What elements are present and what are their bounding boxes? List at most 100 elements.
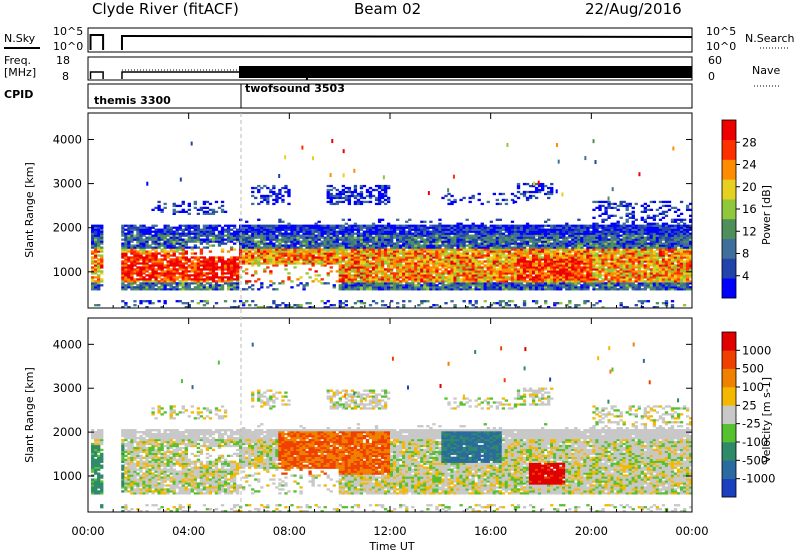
power-cell (257, 202, 261, 206)
power-cell (513, 264, 518, 267)
power-cell (269, 240, 273, 243)
power-cell (513, 248, 518, 251)
power-cell (450, 194, 454, 198)
power-cell (495, 254, 500, 257)
power-cell (396, 306, 400, 309)
power-cell (377, 226, 382, 229)
power-cell (510, 236, 515, 239)
power-cell (583, 228, 587, 231)
power-cell (441, 276, 445, 279)
power-cell (217, 224, 222, 227)
power-cell (272, 250, 276, 253)
power-cell (386, 232, 391, 235)
power-cell (468, 268, 472, 271)
power-cell (380, 276, 385, 279)
power-cell (169, 264, 173, 267)
power-cell (266, 196, 270, 200)
power-cell (577, 244, 581, 247)
power-cell (489, 280, 493, 283)
power-cell (492, 268, 496, 271)
power-cell (550, 246, 554, 249)
power-cell (444, 194, 448, 198)
power-cell (396, 266, 400, 269)
power-cell (522, 182, 527, 186)
power-cell (399, 230, 403, 233)
power-cell (163, 276, 167, 279)
power-cell (374, 288, 379, 291)
power-cell (94, 280, 98, 283)
power-cell (314, 228, 318, 231)
power-cell (353, 262, 358, 265)
power-cell (229, 246, 234, 249)
power-cell (223, 280, 228, 283)
power-cell (263, 240, 267, 243)
power-cell (91, 252, 95, 255)
power-cell (462, 278, 466, 281)
power-cell (374, 244, 379, 247)
power-cell (577, 274, 581, 277)
power-cell (547, 244, 551, 247)
power-cell (275, 226, 279, 229)
power-cell (435, 240, 439, 243)
power-cell (486, 252, 490, 255)
nsky-label: N.Sky (4, 32, 36, 45)
power-cell (296, 260, 300, 263)
power-cell (432, 242, 436, 245)
power-cell (235, 280, 240, 283)
power-cell (498, 240, 503, 243)
power-cell (396, 226, 400, 229)
power-cell (148, 236, 152, 239)
power-cell (175, 234, 179, 237)
power-cell (420, 284, 424, 287)
power-cell (344, 242, 349, 245)
power-cell (299, 248, 303, 251)
power-cell (522, 234, 527, 237)
power-cell (320, 262, 324, 265)
power-cell (468, 238, 472, 241)
power-cell (193, 230, 198, 233)
power-cell (151, 266, 155, 269)
power-cell (474, 262, 478, 265)
power-cell (547, 276, 551, 279)
power-cell (399, 274, 403, 277)
power-cell (417, 228, 421, 231)
power-cell (547, 262, 551, 265)
power-cell (559, 302, 563, 305)
power-cell (278, 224, 282, 227)
power-cell (368, 200, 373, 204)
power-cell (374, 184, 379, 188)
power-cell (154, 268, 158, 271)
power-cell (525, 242, 530, 245)
power-cell (287, 232, 291, 235)
power-cell (411, 260, 415, 263)
power-cell (386, 260, 391, 263)
power-cell (344, 270, 349, 273)
power-cell (163, 228, 167, 231)
power-cell (429, 268, 433, 271)
power-cell (474, 234, 478, 237)
power-cell (480, 266, 484, 269)
power-cell (272, 226, 276, 229)
power-cell (344, 266, 349, 269)
power-cell (550, 258, 554, 261)
power-cell (577, 266, 581, 269)
power-cell (181, 256, 185, 259)
power-cell (326, 306, 330, 309)
power-cell (290, 260, 294, 263)
power-cell (450, 252, 454, 255)
power-cell (571, 278, 575, 281)
power-cell (127, 306, 131, 309)
power-cell (402, 242, 406, 245)
power-cell (214, 210, 219, 214)
power-cell (471, 240, 475, 243)
power-cell (157, 272, 161, 275)
power-cell (559, 266, 563, 269)
power-cell (220, 272, 225, 275)
power-cell (260, 250, 264, 253)
power-cell (296, 232, 300, 235)
power-cell (474, 270, 478, 273)
power-cell (178, 204, 182, 208)
power-cell (362, 288, 367, 291)
power-cell (293, 236, 297, 239)
power-cell (263, 248, 267, 251)
